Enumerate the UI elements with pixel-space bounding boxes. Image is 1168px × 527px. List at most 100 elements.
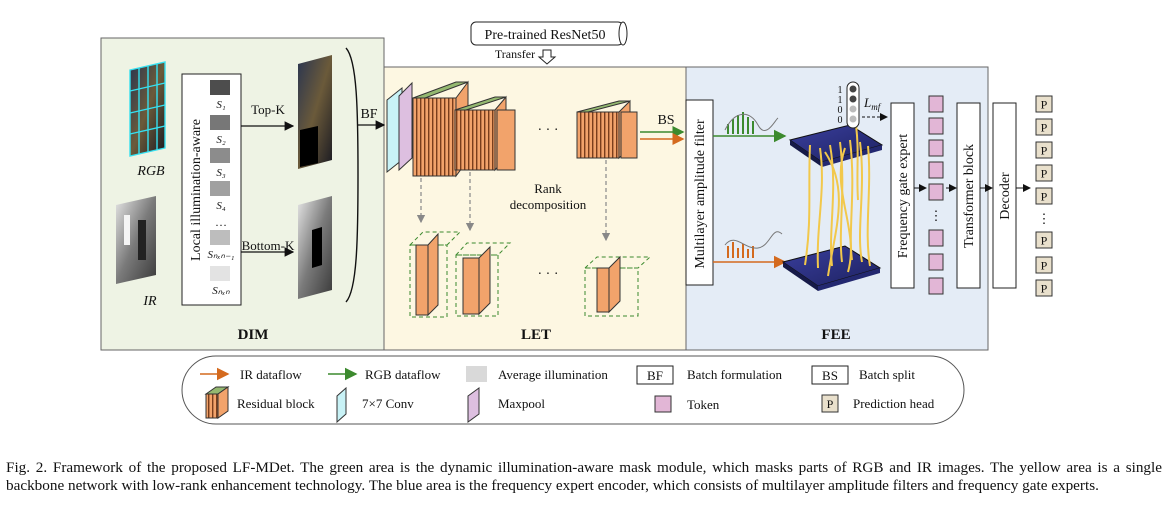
bottomk-label: Bottom-K [242, 238, 295, 253]
illumination-swatch [210, 266, 230, 281]
ir-image [116, 196, 156, 284]
token-square [928, 161, 944, 179]
prediction-head-label: P [1041, 259, 1048, 273]
score-label: S₄ [216, 200, 226, 212]
rank-decomp-line2: decomposition [510, 197, 587, 212]
score-label: Sₙₓₙ₋₁ [207, 249, 234, 261]
legend-avg-illum: Average illumination [498, 367, 608, 382]
local-illumination-label: Local illumination-aware [189, 119, 204, 261]
let-dots-bottom: · · · [538, 267, 559, 282]
legend-residual-icon [204, 386, 230, 419]
pretrained-label: Pre-trained ResNet50 [485, 28, 606, 43]
gate-wires [804, 117, 871, 277]
pretrained-resnet-node: Pre-trained ResNet50 Transfer [470, 21, 628, 65]
lmf-label: Lmf [863, 95, 882, 112]
illumination-scores: S₁ S₂ S₃ S₄ … Sₙₓₙ₋₁ Sₙₓₙ [207, 80, 235, 297]
prediction-head-label: P [1041, 282, 1048, 296]
legend-bs-key: BS [822, 368, 838, 383]
legend-token: Token [687, 397, 720, 412]
transformer-block [956, 102, 981, 289]
prediction-head [1035, 118, 1053, 136]
token-square [928, 95, 944, 113]
legend-pred-head: Prediction head [853, 396, 935, 411]
rgb-frequency-spectrum [724, 112, 779, 134]
prediction-head [1035, 231, 1053, 249]
legend-maxpool-icon [467, 387, 480, 423]
legend-bs-box [811, 365, 849, 385]
legend-rgb-dataflow: RGB dataflow [365, 367, 441, 382]
legend-bf-box [636, 365, 674, 385]
legend-p-key: P [827, 397, 834, 411]
token-column [928, 95, 944, 295]
bit-4: 0 [838, 115, 843, 126]
prediction-head-label: P [1041, 167, 1048, 181]
token-square [928, 229, 944, 247]
transformer-label: Transformer block [962, 144, 977, 248]
rgb-image [129, 61, 166, 157]
legend-p-box [821, 394, 839, 413]
illumination-swatch [210, 148, 230, 163]
legend-maxpool: Maxpool [498, 396, 545, 411]
prediction-head [1035, 187, 1053, 205]
token-square [928, 277, 944, 295]
rank-decomp-line1: Rank [534, 181, 562, 196]
let-dots: · · · [538, 123, 559, 138]
legend-conv: 7×7 Conv [362, 396, 414, 411]
legend-ir-dataflow: IR dataflow [240, 367, 302, 382]
legend-box [181, 355, 965, 425]
frequency-gate-expert [890, 102, 915, 289]
legend-residual: Residual block [237, 396, 315, 411]
prediction-head [1035, 141, 1053, 159]
decoder-block [992, 102, 1017, 289]
token-square [928, 139, 944, 157]
token-ellipsis: ⋮ [930, 208, 943, 223]
score-label: Sₙₓₙ [212, 285, 230, 297]
score-ellipsis: … [215, 215, 227, 229]
residual-stage-n [576, 99, 638, 160]
bf-label: BF [360, 107, 377, 122]
prediction-head-label: P [1041, 234, 1048, 248]
token-square [928, 183, 944, 201]
illumination-swatch [210, 80, 230, 95]
score-label: S₂ [216, 134, 226, 146]
maf-label: Multilayer amplitude filter [693, 119, 708, 269]
legend-token-icon [654, 395, 672, 413]
bit-2: 1 [838, 95, 843, 106]
ir-label: IR [142, 294, 157, 309]
token-square [928, 117, 944, 135]
legend-bf-desc: Batch formulation [687, 367, 782, 382]
lowrank-block-2 [454, 242, 512, 317]
prediction-head [1035, 256, 1053, 274]
prediction-head [1035, 279, 1053, 297]
multilayer-amplitude-filter [685, 99, 714, 286]
transfer-label: Transfer [495, 47, 535, 61]
prediction-head-label: P [1041, 144, 1048, 158]
let-title: LET [521, 327, 551, 343]
fge-label: Frequency gate expert [896, 134, 911, 258]
legend-conv-icon [336, 386, 347, 424]
phead-ellipsis: ⋮ [1038, 211, 1051, 226]
decoder-label: Decoder [998, 172, 1013, 220]
topk-masked-image [298, 55, 332, 169]
illumination-swatch [210, 230, 230, 245]
prediction-head [1035, 164, 1053, 182]
bit-3: 0 [838, 105, 843, 116]
prediction-head-label: P [1041, 190, 1048, 204]
figure-caption: Fig. 2. Framework of the proposed LF-MDe… [6, 459, 1162, 494]
score-label: S₃ [216, 167, 226, 179]
dim-title: DIM [238, 327, 269, 343]
bs-label: BS [657, 113, 674, 128]
fee-region [685, 66, 989, 351]
prediction-head [1035, 95, 1053, 113]
topk-label: Top-K [251, 102, 285, 117]
token-square [928, 253, 944, 271]
residual-stage-2 [454, 95, 516, 172]
bottomk-masked-image [298, 196, 332, 299]
legend-bs-desc: Batch split [859, 367, 915, 382]
lowrank-block-1 [408, 231, 462, 318]
prediction-head-label: P [1041, 121, 1048, 135]
illumination-swatch [210, 181, 230, 196]
score-label: S₁ [216, 99, 226, 111]
